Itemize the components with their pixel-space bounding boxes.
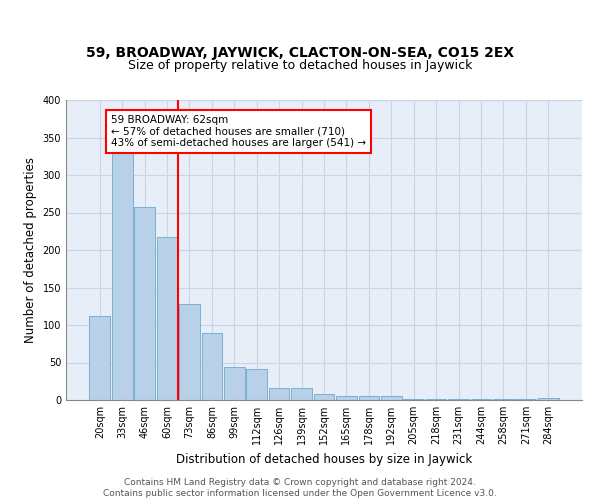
- Bar: [426, 399, 446, 400]
- Bar: [134, 207, 155, 400]
- Bar: [493, 399, 514, 400]
- Bar: [336, 396, 357, 400]
- Bar: [291, 388, 312, 400]
- Text: Size of property relative to detached houses in Jaywick: Size of property relative to detached ho…: [128, 60, 472, 72]
- Bar: [381, 396, 401, 400]
- Bar: [403, 398, 424, 400]
- Bar: [359, 396, 379, 400]
- Bar: [179, 304, 200, 400]
- Bar: [224, 367, 245, 400]
- Bar: [314, 394, 334, 400]
- Text: 59 BROADWAY: 62sqm
← 57% of detached houses are smaller (710)
43% of semi-detach: 59 BROADWAY: 62sqm ← 57% of detached hou…: [111, 115, 366, 148]
- Bar: [202, 332, 222, 400]
- Bar: [247, 368, 267, 400]
- Bar: [538, 398, 559, 400]
- Bar: [157, 238, 178, 400]
- Y-axis label: Number of detached properties: Number of detached properties: [24, 157, 37, 343]
- Bar: [448, 399, 469, 400]
- Bar: [112, 152, 133, 400]
- X-axis label: Distribution of detached houses by size in Jaywick: Distribution of detached houses by size …: [176, 452, 472, 466]
- Text: Contains HM Land Registry data © Crown copyright and database right 2024.
Contai: Contains HM Land Registry data © Crown c…: [103, 478, 497, 498]
- Bar: [515, 399, 536, 400]
- Bar: [269, 388, 289, 400]
- Bar: [470, 399, 491, 400]
- Text: 59, BROADWAY, JAYWICK, CLACTON-ON-SEA, CO15 2EX: 59, BROADWAY, JAYWICK, CLACTON-ON-SEA, C…: [86, 46, 514, 60]
- Bar: [89, 316, 110, 400]
